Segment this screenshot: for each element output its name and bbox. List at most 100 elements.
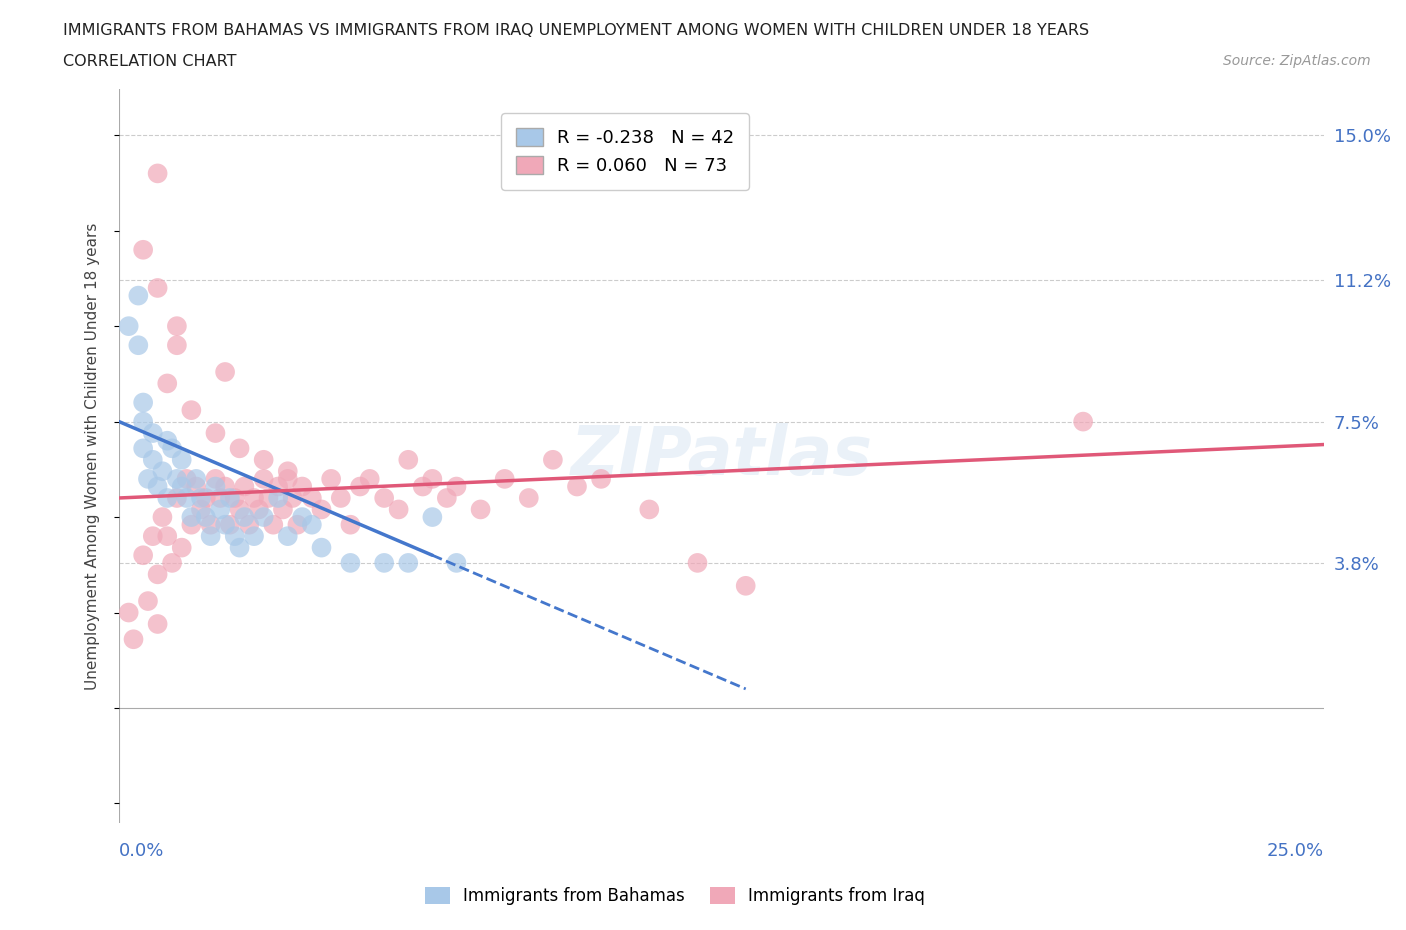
- Point: [253, 452, 276, 467]
- Point: [127, 288, 149, 303]
- Point: [166, 319, 188, 334]
- Text: ZIPatlas: ZIPatlas: [571, 423, 873, 489]
- Point: [638, 502, 661, 517]
- Point: [686, 555, 709, 570]
- Text: IMMIGRANTS FROM BAHAMAS VS IMMIGRANTS FROM IRAQ UNEMPLOYMENT AMONG WOMEN WITH CH: IMMIGRANTS FROM BAHAMAS VS IMMIGRANTS FR…: [63, 23, 1090, 38]
- Point: [146, 281, 169, 296]
- Point: [228, 502, 250, 517]
- Point: [267, 490, 290, 505]
- Point: [190, 490, 212, 505]
- Point: [180, 403, 202, 418]
- Point: [200, 517, 222, 532]
- Legend: Immigrants from Bahamas, Immigrants from Iraq: Immigrants from Bahamas, Immigrants from…: [413, 875, 936, 917]
- Point: [277, 464, 299, 479]
- Point: [152, 510, 174, 525]
- Point: [132, 548, 155, 563]
- Point: [214, 479, 236, 494]
- Point: [734, 578, 756, 593]
- Point: [219, 517, 242, 532]
- Point: [238, 517, 260, 532]
- Legend: R = -0.238   N = 42, R = 0.060   N = 73: R = -0.238 N = 42, R = 0.060 N = 73: [502, 113, 749, 190]
- Point: [170, 540, 193, 555]
- Point: [470, 502, 492, 517]
- Point: [373, 555, 395, 570]
- Point: [436, 490, 458, 505]
- Point: [146, 567, 169, 582]
- Point: [359, 472, 381, 486]
- Point: [180, 510, 202, 525]
- Point: [422, 510, 444, 525]
- Point: [396, 555, 419, 570]
- Point: [228, 540, 250, 555]
- Text: 0.0%: 0.0%: [120, 842, 165, 859]
- Point: [146, 617, 169, 631]
- Point: [122, 631, 145, 646]
- Point: [517, 490, 540, 505]
- Point: [186, 479, 208, 494]
- Point: [277, 529, 299, 544]
- Point: [136, 472, 159, 486]
- Point: [388, 502, 411, 517]
- Point: [565, 479, 588, 494]
- Point: [243, 529, 266, 544]
- Point: [257, 490, 280, 505]
- Point: [233, 510, 256, 525]
- Point: [291, 479, 314, 494]
- Y-axis label: Unemployment Among Women with Children Under 18 years: Unemployment Among Women with Children U…: [86, 222, 100, 690]
- Point: [194, 490, 217, 505]
- Point: [176, 472, 198, 486]
- Point: [311, 540, 333, 555]
- Point: [267, 479, 290, 494]
- Point: [224, 529, 246, 544]
- Point: [271, 502, 294, 517]
- Point: [156, 433, 179, 448]
- Point: [396, 452, 419, 467]
- Point: [132, 395, 155, 410]
- Point: [160, 441, 183, 456]
- Point: [142, 452, 165, 467]
- Point: [277, 472, 299, 486]
- Point: [446, 555, 468, 570]
- Point: [160, 555, 183, 570]
- Point: [132, 243, 155, 258]
- Point: [156, 376, 179, 391]
- Point: [446, 479, 468, 494]
- Point: [1071, 414, 1094, 429]
- Point: [329, 490, 352, 505]
- Point: [209, 502, 232, 517]
- Point: [228, 441, 250, 456]
- Point: [321, 472, 343, 486]
- Point: [224, 490, 246, 505]
- Point: [200, 529, 222, 544]
- Point: [262, 517, 284, 532]
- Point: [170, 479, 193, 494]
- Point: [180, 517, 202, 532]
- Point: [166, 472, 188, 486]
- Point: [170, 452, 193, 467]
- Point: [247, 502, 270, 517]
- Point: [156, 529, 179, 544]
- Point: [233, 479, 256, 494]
- Point: [301, 490, 323, 505]
- Point: [190, 502, 212, 517]
- Point: [166, 490, 188, 505]
- Point: [422, 472, 444, 486]
- Point: [152, 464, 174, 479]
- Point: [373, 490, 395, 505]
- Point: [541, 452, 564, 467]
- Point: [146, 479, 169, 494]
- Point: [204, 426, 226, 441]
- Point: [142, 426, 165, 441]
- Point: [132, 414, 155, 429]
- Point: [186, 472, 208, 486]
- Point: [194, 510, 217, 525]
- Point: [349, 479, 371, 494]
- Text: CORRELATION CHART: CORRELATION CHART: [63, 54, 236, 69]
- Point: [253, 510, 276, 525]
- Point: [146, 166, 169, 180]
- Point: [412, 479, 434, 494]
- Point: [166, 338, 188, 352]
- Point: [253, 472, 276, 486]
- Point: [209, 490, 232, 505]
- Point: [591, 472, 613, 486]
